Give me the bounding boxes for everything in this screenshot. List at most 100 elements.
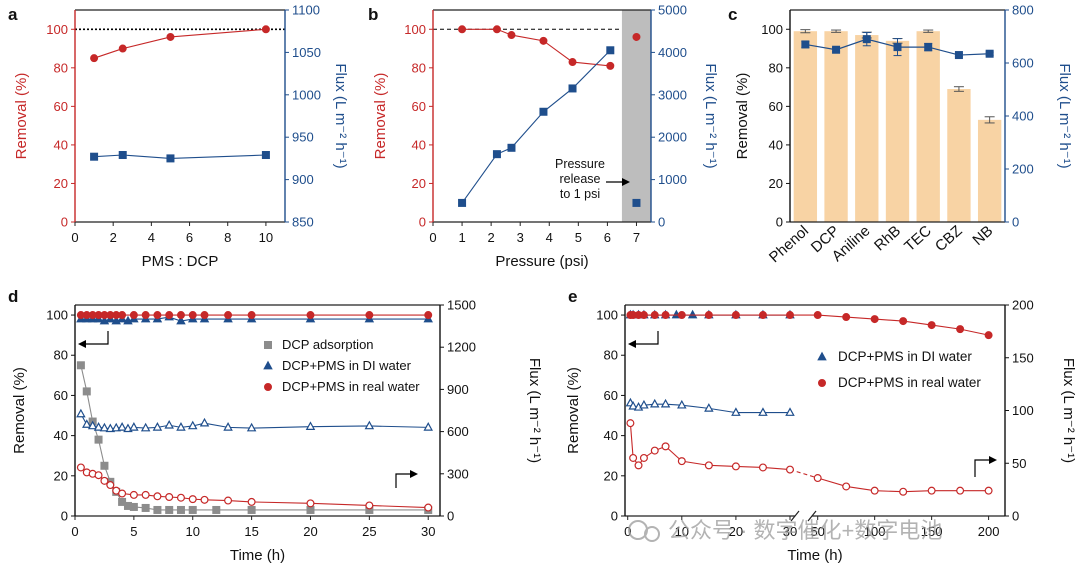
x-tick-label: 20 xyxy=(303,524,317,539)
data-point xyxy=(758,463,767,472)
y2-tick-label: 1050 xyxy=(292,45,321,60)
panel-b: 020406080100010002000300040005000Removal… xyxy=(372,3,719,271)
data-point xyxy=(129,490,138,499)
bar-nb xyxy=(977,119,1002,222)
legend-entry: DCP+PMS in real water xyxy=(838,375,981,390)
annotation-text: Pressure xyxy=(555,157,605,171)
x-tick-label: 4 xyxy=(546,230,553,245)
y-tick-label: 0 xyxy=(61,509,68,524)
y2-axis-label: Flux (L m⁻² h⁻¹) xyxy=(1056,63,1073,168)
panel-label-b: b xyxy=(368,5,378,24)
left-axis-arrowhead xyxy=(628,340,636,348)
y2-tick-label: 1100 xyxy=(292,3,320,18)
y2-tick-label: 3000 xyxy=(658,87,687,102)
y2-tick-label: 950 xyxy=(292,130,314,145)
legend-entry: DCP+PMS in DI water xyxy=(838,349,972,364)
y2-tick-label: 600 xyxy=(1012,56,1034,71)
x-tick-label: 10 xyxy=(675,524,689,539)
data-point xyxy=(927,321,936,330)
y-tick-label: 40 xyxy=(54,428,68,443)
annotation-arrowhead xyxy=(622,178,630,186)
data-point xyxy=(305,421,316,430)
data-point xyxy=(306,311,315,320)
category-label: CBZ xyxy=(932,222,966,255)
y-axis-label: Removal (%) xyxy=(11,367,28,454)
x-tick-label: 100 xyxy=(864,524,886,539)
legend-marker xyxy=(817,379,826,388)
data-point xyxy=(141,311,150,320)
data-point xyxy=(458,25,467,34)
data-point xyxy=(985,49,994,58)
y-tick-label: 80 xyxy=(604,348,618,363)
bar-tec xyxy=(916,31,940,223)
data-point xyxy=(153,311,162,320)
series-line xyxy=(94,154,266,159)
series-flux-di-water- xyxy=(76,408,433,433)
data-point xyxy=(188,505,197,514)
data-point xyxy=(649,398,660,408)
series-flux xyxy=(90,151,270,163)
data-point xyxy=(687,309,698,319)
data-point xyxy=(629,453,638,462)
data-point xyxy=(704,311,713,320)
y-axis-label: Removal (%) xyxy=(372,73,389,160)
y2-tick-label: 400 xyxy=(1012,109,1034,124)
y-tick-label: 80 xyxy=(412,60,426,75)
legend-marker xyxy=(263,360,273,370)
y-tick-label: 100 xyxy=(596,308,618,323)
data-point xyxy=(224,496,233,505)
data-point xyxy=(141,503,150,512)
data-point xyxy=(364,420,375,430)
bar-aniline xyxy=(855,35,879,222)
series-removal xyxy=(90,25,270,63)
y-tick-label: 80 xyxy=(54,348,68,363)
data-point xyxy=(117,422,127,431)
y2-tick-label: 0 xyxy=(658,215,665,230)
watermark-icon xyxy=(644,526,660,542)
data-point xyxy=(813,474,822,483)
data-point xyxy=(954,51,963,60)
data-point xyxy=(141,490,150,499)
data-point xyxy=(626,419,635,428)
y-tick-label: 100 xyxy=(46,22,68,37)
y-tick-label: 60 xyxy=(412,99,426,114)
y2-tick-label: 200 xyxy=(1012,162,1034,177)
data-point xyxy=(106,481,115,490)
data-point xyxy=(100,476,109,485)
data-point xyxy=(639,453,648,462)
data-point xyxy=(111,422,121,432)
data-point xyxy=(212,505,221,514)
data-point xyxy=(99,422,110,432)
y-tick-label: 0 xyxy=(776,215,783,230)
data-point xyxy=(832,45,841,54)
y2-tick-label: 200 xyxy=(1012,298,1034,313)
y2-tick-label: 150 xyxy=(1012,350,1034,365)
data-point xyxy=(224,311,233,320)
data-point xyxy=(758,407,768,416)
y2-tick-label: 4000 xyxy=(658,45,687,60)
y-tick-label: 0 xyxy=(61,215,68,230)
y-tick-label: 60 xyxy=(54,99,68,114)
data-point xyxy=(94,435,103,444)
category-label: Phenol xyxy=(766,222,812,266)
y2-tick-label: 0 xyxy=(1012,509,1019,524)
series-removal xyxy=(458,25,615,70)
data-point xyxy=(140,422,151,432)
data-point xyxy=(306,499,315,508)
y-tick-label: 100 xyxy=(46,308,68,323)
x-tick-label: 8 xyxy=(224,230,231,245)
data-point xyxy=(606,61,615,70)
legend-marker xyxy=(817,351,827,361)
data-point xyxy=(94,471,103,480)
series-dcp-pms-in-real-water xyxy=(76,311,433,320)
y2-tick-label: 1200 xyxy=(447,340,476,355)
y2-tick-label: 600 xyxy=(447,424,469,439)
data-point xyxy=(539,36,548,45)
y2-tick-label: 5000 xyxy=(658,3,687,18)
right-axis-arrow xyxy=(974,459,991,477)
y2-tick-label: 900 xyxy=(447,382,469,397)
x-tick-label: 0 xyxy=(71,524,78,539)
data-point xyxy=(187,420,198,430)
y-axis-label: Removal (%) xyxy=(734,73,751,160)
